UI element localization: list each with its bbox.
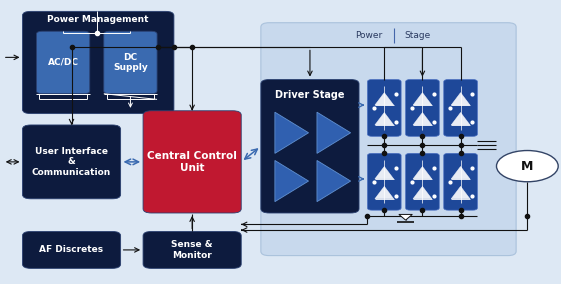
FancyBboxPatch shape	[367, 153, 401, 210]
Text: AF Discretes: AF Discretes	[39, 245, 104, 254]
Polygon shape	[275, 112, 309, 153]
Text: Power: Power	[355, 31, 383, 40]
Polygon shape	[375, 166, 394, 179]
Polygon shape	[451, 112, 470, 125]
Polygon shape	[413, 112, 432, 125]
FancyBboxPatch shape	[444, 153, 477, 210]
Text: AC/DC: AC/DC	[48, 58, 79, 67]
Text: User Interface
&
Communication: User Interface & Communication	[32, 147, 111, 177]
Text: M: M	[521, 160, 534, 173]
Polygon shape	[275, 160, 309, 202]
Polygon shape	[317, 160, 351, 202]
FancyBboxPatch shape	[104, 31, 157, 94]
FancyBboxPatch shape	[143, 111, 241, 213]
FancyBboxPatch shape	[406, 153, 439, 210]
Polygon shape	[399, 214, 412, 220]
FancyBboxPatch shape	[143, 231, 241, 268]
Text: Central Control
Unit: Central Control Unit	[147, 151, 237, 173]
Polygon shape	[451, 93, 470, 105]
Polygon shape	[375, 186, 394, 199]
Polygon shape	[413, 186, 432, 199]
Text: DC
Supply: DC Supply	[113, 53, 148, 72]
FancyBboxPatch shape	[22, 125, 121, 199]
Text: Driver Stage: Driver Stage	[275, 90, 344, 100]
Polygon shape	[375, 112, 394, 125]
Circle shape	[496, 151, 558, 182]
FancyBboxPatch shape	[261, 80, 359, 213]
Polygon shape	[413, 93, 432, 105]
Polygon shape	[317, 112, 351, 153]
Polygon shape	[451, 186, 470, 199]
Text: Stage: Stage	[405, 31, 431, 40]
FancyBboxPatch shape	[444, 80, 477, 136]
Polygon shape	[375, 93, 394, 105]
FancyBboxPatch shape	[261, 23, 516, 256]
FancyBboxPatch shape	[22, 231, 121, 268]
Polygon shape	[451, 166, 470, 179]
Text: Power Management: Power Management	[48, 15, 149, 24]
FancyBboxPatch shape	[406, 80, 439, 136]
Polygon shape	[413, 166, 432, 179]
Text: Sense &
Monitor: Sense & Monitor	[172, 240, 213, 260]
FancyBboxPatch shape	[22, 11, 174, 114]
FancyBboxPatch shape	[367, 80, 401, 136]
FancyBboxPatch shape	[36, 31, 90, 94]
